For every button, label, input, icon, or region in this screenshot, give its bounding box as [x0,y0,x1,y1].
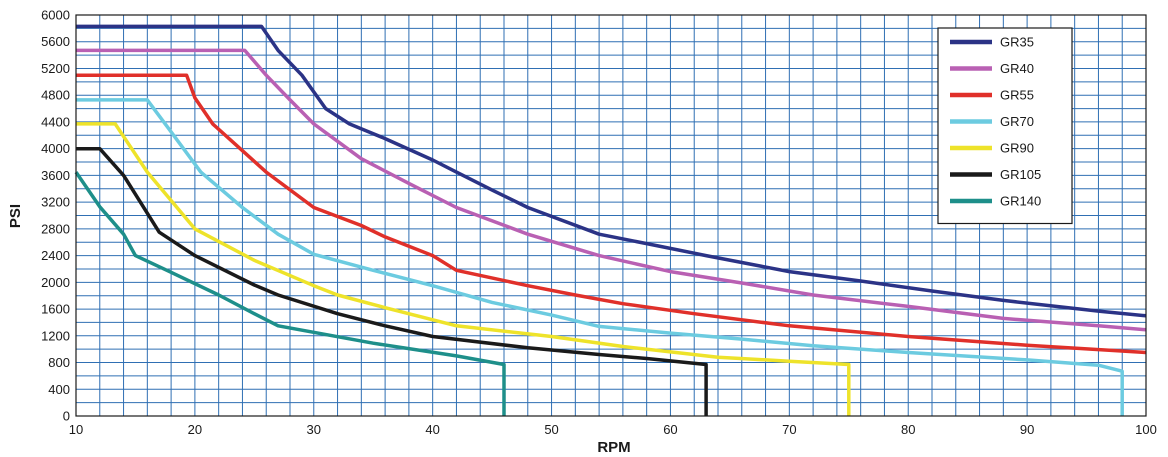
legend-label: GR55 [1000,88,1034,103]
x-tick-label: 80 [901,422,915,437]
x-tick-label: 40 [425,422,439,437]
x-tick-label: 60 [663,422,677,437]
legend-label: GR70 [1000,114,1034,129]
legend-label: GR90 [1000,141,1034,156]
legend-label: GR35 [1000,35,1034,50]
y-tick-label: 2400 [41,248,70,263]
axes: 10 20 30 40 50 60 70 80 90 100 0 400 800 1200 1600 2000… [41,8,1157,438]
y-tick-label: 800 [48,355,70,370]
x-tick-label: 20 [188,422,202,437]
legend: GR35 GR40 GR55 GR70 GR90 GR105 GR140 [937,27,1073,225]
x-tick-label: 30 [307,422,321,437]
y-tick-label: 5600 [41,34,70,49]
series-line-gr35 [76,24,1147,318]
series-line-gr105 [76,146,708,416]
y-tick-label: 3600 [41,168,70,183]
plot-border [75,14,1147,417]
y-axis-title: PSI [7,204,24,228]
series-line-gr140 [74,171,506,416]
series-layer [74,24,1147,416]
y-tick-label: 400 [48,382,70,397]
series-line-gr40 [76,48,1147,332]
legend-box [937,27,1073,225]
x-tick-label: 50 [544,422,558,437]
y-tick-label: 6000 [41,8,70,23]
y-tick-label: 1200 [41,328,70,343]
y-tick-label: 2000 [41,275,70,290]
legend-label: GR105 [1000,167,1041,182]
y-tick-label: 4000 [41,141,70,156]
y-tick-label: 5200 [41,61,70,76]
legend-label: GR140 [1000,194,1041,209]
y-tick-label: 3200 [41,195,70,210]
x-axis-title: RPM [597,439,630,456]
y-tick-label: 1600 [41,302,70,317]
legend-label: GR40 [1000,61,1034,76]
x-tick-label: 90 [1020,422,1034,437]
series-line-gr55 [76,73,1147,355]
y-tick-label: 2800 [41,221,70,236]
series-line-gr70 [76,98,1124,416]
y-tick-label: 0 [63,409,70,424]
x-tick-label: 10 [69,422,83,437]
series-line-gr90 [76,122,851,416]
y-tick-label: 4400 [41,114,70,129]
x-tick-label: 100 [1135,422,1157,437]
x-tick-label: 70 [782,422,796,437]
y-tick-label: 4800 [41,88,70,103]
